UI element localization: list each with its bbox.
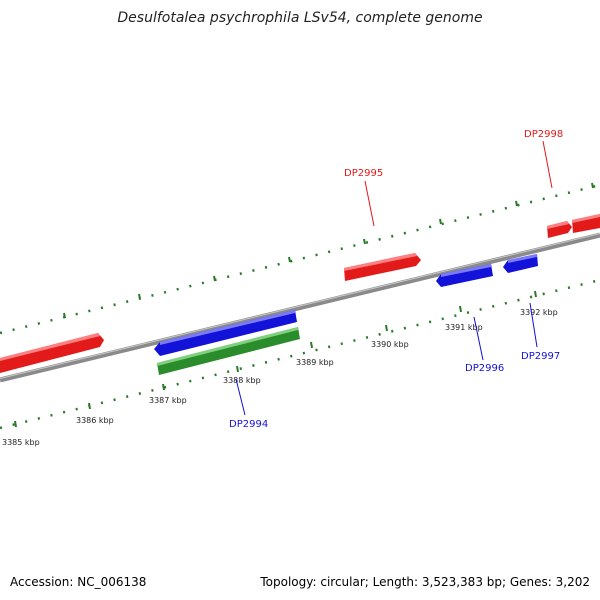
leader-line — [235, 378, 246, 416]
gene-feature-forward[interactable] — [572, 214, 600, 233]
scale-label: 3385 kbp — [2, 438, 40, 447]
scale-label: 3388 kbp — [223, 376, 261, 385]
scale-label: 3387 kbp — [149, 396, 187, 405]
gene-label-dp2994[interactable]: DP2994 — [229, 419, 268, 430]
scale-label: 3392 kbp — [520, 308, 558, 317]
leader-line — [542, 140, 553, 189]
gene-feature-forward[interactable] — [344, 253, 421, 281]
scale-label: 3386 kbp — [76, 416, 114, 425]
leader-line — [529, 302, 538, 348]
leader-line — [473, 316, 484, 361]
gene-label-dp2998[interactable]: DP2998 — [524, 129, 563, 140]
gene-feature-forward[interactable] — [0, 333, 104, 373]
scale-label: 3391 kbp — [445, 323, 483, 332]
upper-major-ticks — [63, 182, 594, 319]
genome-backbone — [0, 232, 600, 383]
genome-summary-text: Topology: circular; Length: 3,523,383 bp… — [260, 575, 590, 589]
gene-feature-reverse[interactable] — [436, 264, 493, 287]
gene-label-dp2997[interactable]: DP2997 — [521, 351, 560, 362]
accession-text: Accession: NC_006138 — [10, 575, 147, 589]
gene-label-dp2996[interactable]: DP2996 — [465, 363, 504, 374]
scale-label: 3390 kbp — [371, 340, 409, 349]
gene-label-dp2995[interactable]: DP2995 — [344, 168, 383, 179]
scale-label: 3389 kbp — [296, 358, 334, 367]
lower-major-ticks — [14, 290, 537, 428]
gene-feature-reverse[interactable] — [503, 254, 538, 273]
rna-feature[interactable] — [157, 327, 300, 375]
leader-line — [364, 180, 375, 227]
genome-backbone-highlight — [0, 233, 600, 379]
gene-feature-reverse[interactable] — [154, 310, 297, 356]
map-title: Desulfotalea psychrophila LSv54, complet… — [117, 10, 483, 26]
gene-feature-forward[interactable] — [547, 221, 572, 238]
